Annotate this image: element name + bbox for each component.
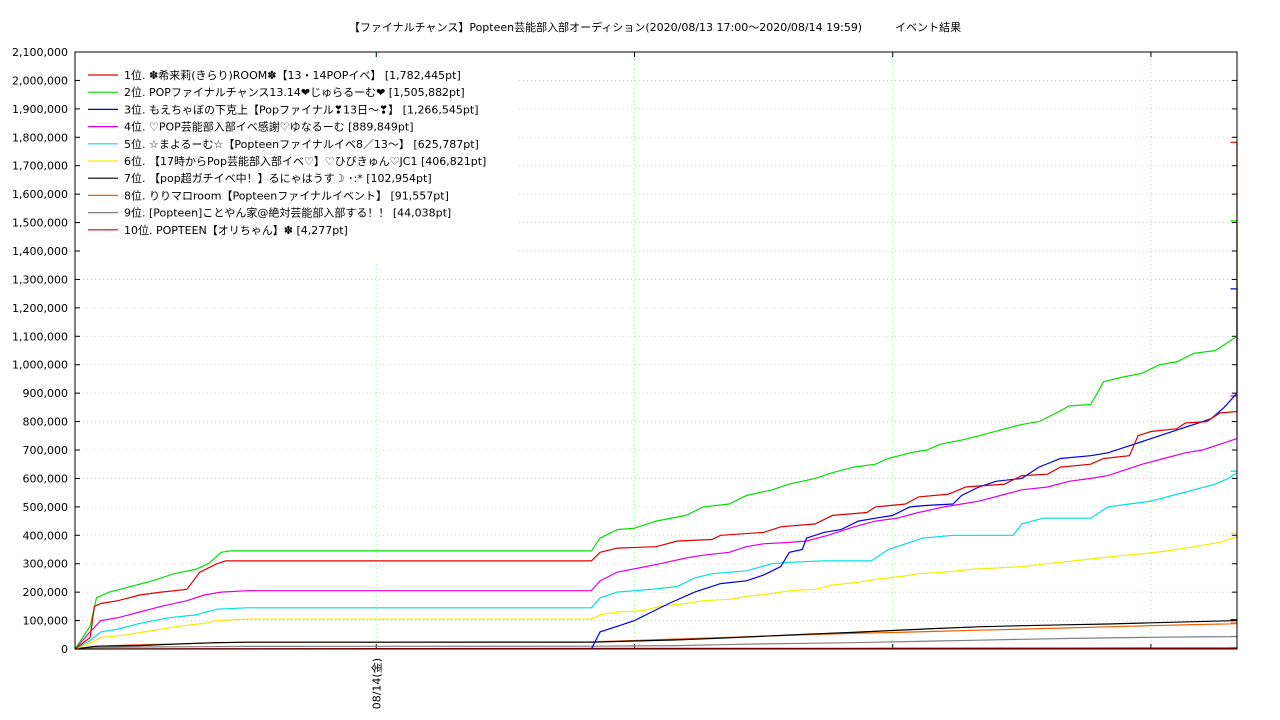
series-line-6 [74,532,1238,650]
legend-entry-8: 8位. りりマロroom【Popteenファイナルイベント】 [91,557pt… [124,188,449,202]
y-tick-label: 1,400,000 [12,245,68,258]
y-tick-label: 1,000,000 [12,359,68,372]
y-tick-label: 1,900,000 [12,103,68,116]
plot-frame [74,51,1238,650]
series-line-9 [74,635,1238,650]
legend-entry-1: 1位. ✽希来莉(きらり)ROOM✽【13・14POPイベ】 [1,782,44… [124,68,461,82]
y-tick-label: 400,000 [23,529,69,542]
legend-entry-10: 10位. POPTEEN【オリちゃん】✽ [4,277pt] [124,223,348,237]
y-tick-label: 1,100,000 [12,330,68,343]
x-tick-label: 08/14(金) [369,658,383,709]
series-line-5 [74,470,1238,650]
y-tick-label: 700,000 [23,444,69,457]
y-tick-label: 1,300,000 [12,273,68,286]
y-tick-label: 200,000 [23,586,69,599]
y-tick-label: 2,000,000 [12,74,68,87]
legend-entry-7: 7位. 【pop超ガチイベ中！】るにゃはうす☽ ･:* [102,954pt] [124,171,432,185]
y-axis: 0 100,000 200,000 300,000 400,000 500,000 600,… [12,46,1237,656]
y-tick-label: 300,000 [23,558,69,571]
y-tick-label: 0 [61,643,68,656]
y-tick-label: 500,000 [23,501,69,514]
legend-entry-6: 6位. 【17時からPop芸能部入部イベ♡】♡ひびきゅん♡JC1 [406,82… [124,154,486,168]
legend-entry-4: 4位. ♡POP芸能部入部イベ感謝♡ゆなるーむ [889,849pt] [124,120,414,134]
legend-entry-5: 5位. ☆まよるーむ☆【Popteenファイナルイベ8／13〜】 [625,78… [124,137,479,151]
series-line-2 [74,220,1238,650]
chart-title: 【ファイナルチャンス】Popteen芸能部入部オーディション(2020/08/1… [349,20,961,34]
y-tick-label: 900,000 [23,387,69,400]
y-tick-label: 1,800,000 [12,131,68,144]
y-tick-label: 100,000 [23,615,69,628]
y-tick-label: 1,500,000 [12,217,68,230]
y-tick-label: 1,600,000 [12,188,68,201]
legend-entry-9: 9位. [Popteen]ことやん家@絶対芸能部入部する！！ [44,038pt… [124,206,451,220]
y-tick-label: 1,200,000 [12,302,68,315]
legend-entry-2: 2位. POPファイナルチャンス13.14❤じゅらるーむ❤ [1,505,882… [124,85,465,99]
y-tick-label: 1,700,000 [12,160,68,173]
series-line-4 [74,395,1238,650]
series-line-1 [74,141,1238,650]
legend-background [80,62,518,262]
series-line-3 [590,288,1238,650]
y-tick-label: 800,000 [23,416,69,429]
legend-entry-3: 3位. もえちゃぼの下克上【Popファイナル❣13日〜❣】 [1,266,545… [124,102,479,116]
y-tick-label: 600,000 [23,472,69,485]
y-tick-label: 2,100,000 [12,46,68,59]
series-line-8 [74,622,1238,650]
series-line-7 [74,619,1238,650]
legend: 1位. ✽希来莉(きらり)ROOM✽【13・14POPイベ】 [1,782,44… [80,62,518,262]
